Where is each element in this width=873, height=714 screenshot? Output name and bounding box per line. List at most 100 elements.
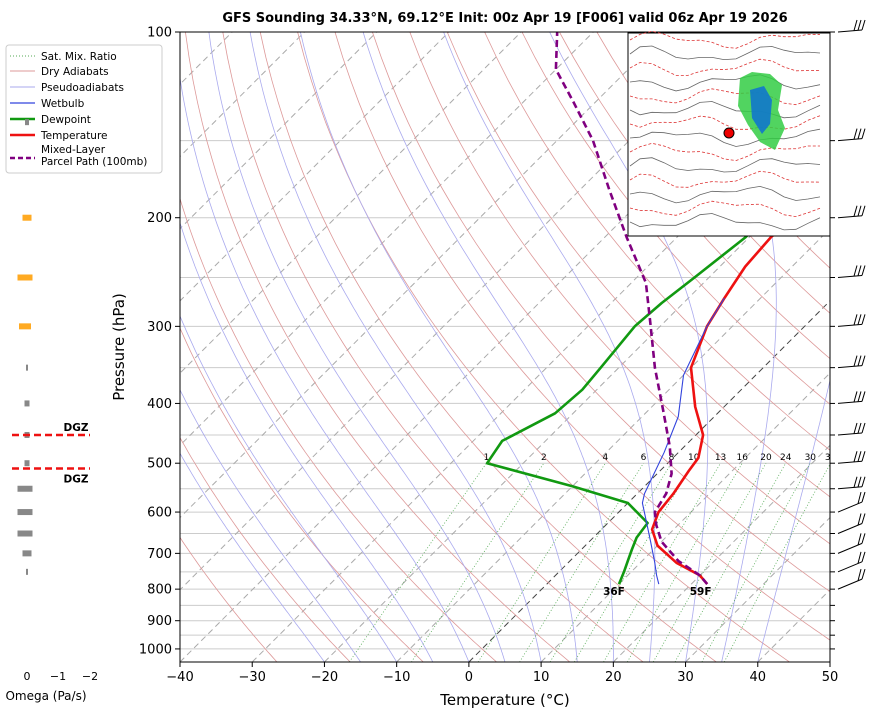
map-contour <box>629 185 821 204</box>
mixing-ratio-line <box>519 462 644 662</box>
x-tick-label: −10 <box>383 670 410 685</box>
dry-adiabat <box>334 32 830 641</box>
wind-barb <box>837 513 866 534</box>
surface-value-label: 36F <box>603 586 625 598</box>
wind-barb <box>837 476 866 490</box>
wind-barb <box>837 391 866 404</box>
plot-frame <box>179 31 831 663</box>
isotherm-line <box>468 300 830 662</box>
y-tick-label: 800 <box>147 583 172 598</box>
omega-panel: 0 −1 −2 DGZ DGZ <box>12 119 98 683</box>
mixing-ratio-label: 24 <box>780 453 792 463</box>
omega-tick-label: 0 <box>24 670 31 683</box>
mixing-ratio-label: 2 <box>541 453 547 463</box>
x-tick-label: 0 <box>465 670 473 685</box>
mixing-ratio-label: 10 <box>688 453 700 463</box>
wind-barb <box>837 128 866 142</box>
y-tick-label: 200 <box>147 211 172 226</box>
x-tick-label: 30 <box>677 670 694 685</box>
omega-bar <box>22 550 32 557</box>
y-tick-label: 600 <box>147 506 172 521</box>
dry-adiabat <box>297 32 790 662</box>
omega-tick-label: −2 <box>82 670 98 683</box>
wind-barb <box>837 19 866 33</box>
isotherm-line <box>180 32 305 158</box>
map-contour <box>629 213 821 231</box>
dry-adiabat <box>859 32 873 662</box>
x-tick-label: 50 <box>822 670 839 685</box>
mixing-ratio-label: 30 <box>805 453 817 463</box>
pseudoadiabat <box>180 452 325 662</box>
isotherm-line <box>180 32 594 447</box>
dry-adiabat <box>372 32 830 593</box>
mixing-ratio-label: 36 <box>825 453 837 463</box>
map-contour <box>629 142 820 162</box>
wind-barb <box>837 422 866 436</box>
dry-adiabat <box>222 32 644 662</box>
wind-barb <box>837 265 866 278</box>
legend-sat-mix-ratio: Sat. Mix. Ratio <box>41 51 117 63</box>
inset-map <box>627 30 831 237</box>
y-tick-label: 400 <box>147 397 172 412</box>
legend-temperature: Temperature <box>40 130 108 142</box>
series-wetbulb <box>641 297 725 585</box>
isotherm-line <box>180 32 378 230</box>
legend: Sat. Mix. Ratio Dry Adiabats Pseudoadiab… <box>5 44 163 174</box>
map-contour <box>629 200 821 218</box>
mixing-ratio-line <box>603 462 721 662</box>
map-contour <box>629 30 821 49</box>
map-precip-core <box>750 86 772 134</box>
dry-adiabat <box>180 197 497 662</box>
pseudoadiabat <box>180 315 398 662</box>
x-tick-label: −40 <box>166 670 193 685</box>
wind-barbs <box>837 19 866 590</box>
isotherm-line <box>180 32 450 302</box>
pseudoadiabat <box>362 32 614 662</box>
map-contour <box>629 58 821 76</box>
x-tick-label: 40 <box>750 670 767 685</box>
wind-barb <box>837 491 866 513</box>
mixing-ratio-label: 1 <box>484 453 490 463</box>
map-contour <box>629 45 821 61</box>
mixing-ratio-label: 20 <box>760 453 772 463</box>
mixing-ratio-label: 6 <box>641 453 647 463</box>
dgz-label: DGZ <box>64 474 89 486</box>
legend-dry-adiabats: Dry Adiabats <box>41 66 109 78</box>
y-axis-label: Pressure (hPa) <box>110 293 128 401</box>
pseudoadiabat <box>690 32 777 662</box>
y-tick-label: 1000 <box>139 642 172 657</box>
isotherm-line <box>324 155 830 662</box>
map-contour <box>629 170 821 188</box>
pseudoadiabat <box>757 378 830 662</box>
pseudoadiabat <box>180 221 434 662</box>
y-tick-label: 900 <box>147 614 172 629</box>
map-contour <box>629 157 821 173</box>
x-tick-label: 10 <box>533 670 550 685</box>
omega-bar <box>26 364 28 371</box>
mixing-ratio-label: 8 <box>669 453 675 463</box>
legend-dewpoint: Dewpoint <box>41 114 91 126</box>
omega-bar <box>22 214 32 221</box>
legend-pseudoadiabats: Pseudoadiabats <box>41 82 124 94</box>
y-tick-label: 500 <box>147 457 172 472</box>
omega-bar <box>17 509 33 516</box>
surface-value-label: 59F <box>690 586 712 598</box>
omega-bar <box>25 119 29 126</box>
isotherm-line <box>829 661 830 662</box>
omega-bar <box>17 485 33 492</box>
dry-adiabat <box>559 32 830 360</box>
mixing-ratio-line <box>652 462 767 662</box>
series-mixed-layer-parcel-path-100mb <box>554 32 709 585</box>
omega-tick-label: −1 <box>50 670 66 683</box>
mixing-ratio-line <box>626 462 743 662</box>
mixing-ratio-line <box>674 463 787 662</box>
wind-barb <box>837 205 866 219</box>
map-contour <box>629 101 821 119</box>
mixing-ratio-line <box>477 462 606 662</box>
wind-barb <box>837 451 866 464</box>
map-location-marker <box>723 127 735 139</box>
wind-barb <box>837 551 866 573</box>
map-contour <box>629 115 821 130</box>
